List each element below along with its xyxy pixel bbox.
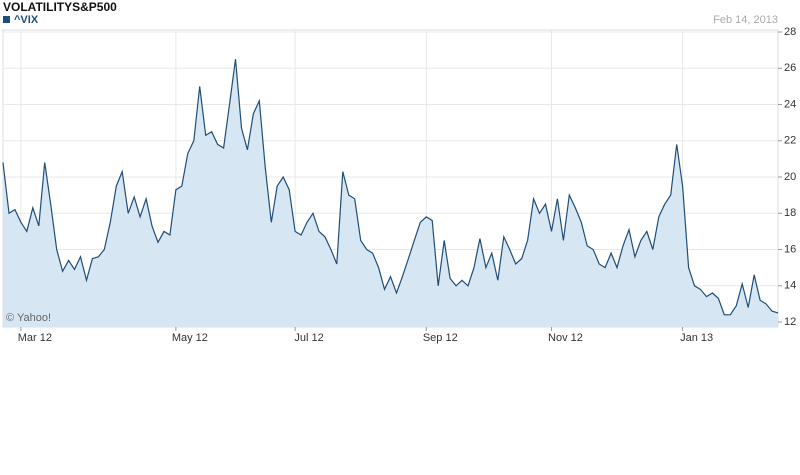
- watermark: © Yahoo!: [6, 312, 51, 324]
- x-tick-label: Jan 13: [680, 332, 713, 344]
- x-tick-label: May 12: [172, 332, 208, 344]
- y-tick-label: 18: [784, 207, 796, 219]
- legend-swatch: [3, 16, 10, 23]
- date-label: Feb 14, 2013: [713, 14, 778, 26]
- y-tick-label: 20: [784, 171, 796, 183]
- y-tick-label: 22: [784, 135, 796, 147]
- y-tick-label: 28: [784, 26, 796, 38]
- area-fill: [3, 59, 778, 327]
- chart-title: VOLATILITYS&P500: [3, 0, 117, 14]
- y-tick-label: 16: [784, 243, 796, 255]
- y-tick-label: 14: [784, 280, 796, 292]
- legend-label: ^VIX: [14, 14, 39, 26]
- y-tick-label: 12: [784, 316, 796, 328]
- y-tick-label: 24: [784, 98, 796, 110]
- x-tick-label: Mar 12: [18, 332, 52, 344]
- line: [2, 59, 779, 316]
- x-tick-label: Nov 12: [548, 332, 583, 344]
- x-tick-label: Sep 12: [423, 332, 458, 344]
- y-tick-label: 26: [784, 62, 796, 74]
- x-tick-label: Jul 12: [294, 332, 323, 344]
